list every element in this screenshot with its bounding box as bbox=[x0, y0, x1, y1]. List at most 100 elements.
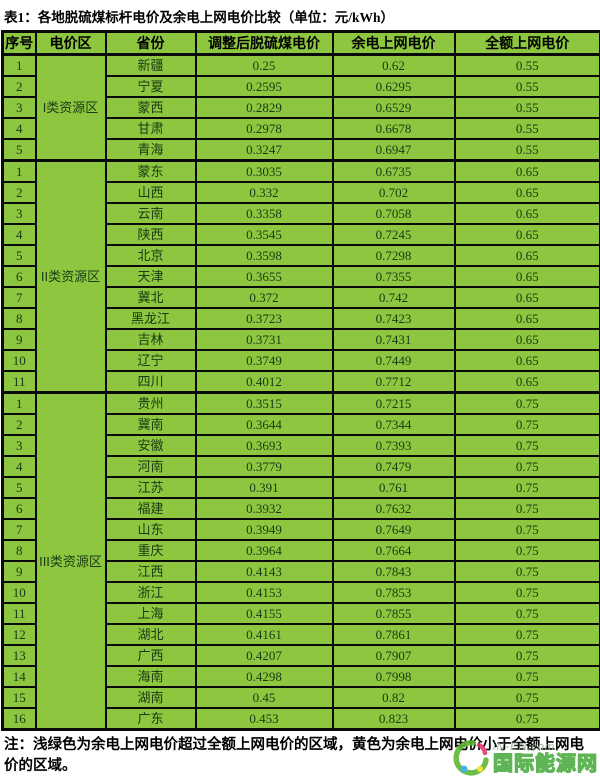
province-cell: 山西 bbox=[104, 181, 197, 204]
province-cell: 湖南 bbox=[104, 686, 197, 709]
province-cell: 江苏 bbox=[104, 476, 197, 499]
surplus-price-cell: 0.7843 bbox=[331, 560, 456, 583]
surplus-price-cell: 0.6295 bbox=[331, 75, 456, 98]
surplus-price-cell: 0.7449 bbox=[331, 349, 456, 372]
serial-cell: 8 bbox=[1, 307, 37, 330]
table-row: 4 河南 0.3779 0.7479 0.75 bbox=[1, 455, 600, 478]
table-row: 5 江苏 0.391 0.761 0.75 bbox=[1, 476, 600, 499]
serial-cell: 6 bbox=[1, 497, 37, 520]
full-price-cell: 0.65 bbox=[453, 223, 600, 246]
table-row: 7 冀北 0.372 0.742 0.65 bbox=[1, 286, 600, 309]
serial-cell: 7 bbox=[1, 518, 37, 541]
table-row: 5 北京 0.3598 0.7298 0.65 bbox=[1, 244, 600, 267]
table-row: 9 江西 0.4143 0.7843 0.75 bbox=[1, 560, 600, 583]
table-row: 2 山西 0.332 0.702 0.65 bbox=[1, 181, 600, 204]
table-row: 2 冀南 0.3644 0.7344 0.75 bbox=[1, 413, 600, 436]
full-price-cell: 0.75 bbox=[453, 518, 600, 541]
full-price-cell: 0.65 bbox=[453, 202, 600, 225]
serial-cell: 1 bbox=[1, 159, 37, 183]
full-price-cell: 0.55 bbox=[453, 117, 600, 140]
full-price-cell: 0.75 bbox=[453, 665, 600, 688]
benchmark-price-cell: 0.2595 bbox=[194, 75, 334, 98]
serial-cell: 3 bbox=[1, 434, 37, 457]
benchmark-price-cell: 0.332 bbox=[194, 181, 334, 204]
province-cell: 浙江 bbox=[104, 581, 197, 604]
table-row: 14 海南 0.4298 0.7998 0.75 bbox=[1, 665, 600, 688]
benchmark-price-cell: 0.3644 bbox=[194, 413, 334, 436]
province-cell: 江西 bbox=[104, 560, 197, 583]
table-row: 6 福建 0.3932 0.7632 0.75 bbox=[1, 497, 600, 520]
province-cell: 辽宁 bbox=[104, 349, 197, 372]
surplus-price-cell: 0.7423 bbox=[331, 307, 456, 330]
surplus-price-cell: 0.6947 bbox=[331, 138, 456, 162]
surplus-price-cell: 0.7245 bbox=[331, 223, 456, 246]
full-price-cell: 0.65 bbox=[453, 265, 600, 288]
serial-cell: 8 bbox=[1, 539, 37, 562]
serial-cell: 1 bbox=[1, 53, 37, 77]
full-price-cell: 0.75 bbox=[453, 686, 600, 709]
full-price-cell: 0.75 bbox=[453, 581, 600, 604]
region-cell: III类资源区 bbox=[34, 391, 107, 731]
full-price-cell: 0.75 bbox=[453, 391, 600, 415]
table-row: 1 II类资源区 蒙东 0.3035 0.6735 0.65 bbox=[1, 159, 600, 394]
table-row: 4 甘肃 0.2978 0.6678 0.55 bbox=[1, 117, 600, 140]
table-row: 10 浙江 0.4153 0.7853 0.75 bbox=[1, 581, 600, 604]
serial-cell: 2 bbox=[1, 75, 37, 98]
header-row: 序号 电价区 省份 调整后脱硫煤电价 余电上网电价 全额上网电价 bbox=[1, 30, 600, 56]
serial-cell: 9 bbox=[1, 560, 37, 583]
serial-cell: 12 bbox=[1, 623, 37, 646]
benchmark-price-cell: 0.3035 bbox=[194, 159, 334, 183]
province-cell: 海南 bbox=[104, 665, 197, 688]
table-row: 16 广东 0.453 0.823 0.75 bbox=[1, 707, 600, 731]
serial-cell: 4 bbox=[1, 117, 37, 140]
full-price-cell: 0.75 bbox=[453, 476, 600, 499]
serial-cell: 16 bbox=[1, 707, 37, 731]
full-price-cell: 0.65 bbox=[453, 159, 600, 183]
benchmark-price-cell: 0.3723 bbox=[194, 307, 334, 330]
province-cell: 安徽 bbox=[104, 434, 197, 457]
benchmark-price-cell: 0.3598 bbox=[194, 244, 334, 267]
full-price-cell: 0.75 bbox=[453, 602, 600, 625]
full-price-cell: 0.75 bbox=[453, 560, 600, 583]
full-price-cell: 0.65 bbox=[453, 244, 600, 267]
benchmark-price-cell: 0.25 bbox=[194, 53, 334, 77]
province-cell: 福建 bbox=[104, 497, 197, 520]
benchmark-price-cell: 0.3693 bbox=[194, 434, 334, 457]
full-price-cell: 0.75 bbox=[453, 497, 600, 520]
surplus-price-cell: 0.7861 bbox=[331, 623, 456, 646]
surplus-price-cell: 0.7431 bbox=[331, 328, 456, 351]
surplus-price-cell: 0.6678 bbox=[331, 117, 456, 140]
province-cell: 黑龙江 bbox=[104, 307, 197, 330]
full-price-cell: 0.55 bbox=[453, 75, 600, 98]
benchmark-price-cell: 0.3545 bbox=[194, 223, 334, 246]
full-price-cell: 0.65 bbox=[453, 349, 600, 372]
full-price-cell: 0.75 bbox=[453, 623, 600, 646]
benchmark-price-cell: 0.4143 bbox=[194, 560, 334, 583]
serial-cell: 10 bbox=[1, 581, 37, 604]
full-price-cell: 0.65 bbox=[453, 286, 600, 309]
serial-cell: 3 bbox=[1, 202, 37, 225]
surplus-price-cell: 0.702 bbox=[331, 181, 456, 204]
benchmark-price-cell: 0.4012 bbox=[194, 370, 334, 394]
serial-cell: 4 bbox=[1, 223, 37, 246]
table-row: 3 蒙西 0.2829 0.6529 0.55 bbox=[1, 96, 600, 119]
col-header-province: 省份 bbox=[104, 30, 197, 56]
surplus-price-cell: 0.7215 bbox=[331, 391, 456, 415]
surplus-price-cell: 0.7298 bbox=[331, 244, 456, 267]
col-header-surplus: 余电上网电价 bbox=[331, 30, 456, 56]
province-cell: 重庆 bbox=[104, 539, 197, 562]
table-row: 9 吉林 0.3731 0.7431 0.65 bbox=[1, 328, 600, 351]
table-row: 10 辽宁 0.3749 0.7449 0.65 bbox=[1, 349, 600, 372]
table-title: 表1：各地脱硫煤标杆电价及余电上网电价比较（单位：元/kWh） bbox=[4, 10, 395, 25]
price-comparison-table: 序号 电价区 省份 调整后脱硫煤电价 余电上网电价 全额上网电价 1 I类资源区新… bbox=[1, 30, 600, 731]
region-cell: II类资源区 bbox=[34, 159, 107, 394]
col-header-full: 全额上网电价 bbox=[453, 30, 600, 56]
province-cell: 上海 bbox=[104, 602, 197, 625]
full-price-cell: 0.75 bbox=[453, 707, 600, 731]
benchmark-price-cell: 0.2829 bbox=[194, 96, 334, 119]
full-price-cell: 0.75 bbox=[453, 413, 600, 436]
province-cell: 北京 bbox=[104, 244, 197, 267]
full-price-cell: 0.75 bbox=[453, 455, 600, 478]
table-row: 8 重庆 0.3964 0.7664 0.75 bbox=[1, 539, 600, 562]
